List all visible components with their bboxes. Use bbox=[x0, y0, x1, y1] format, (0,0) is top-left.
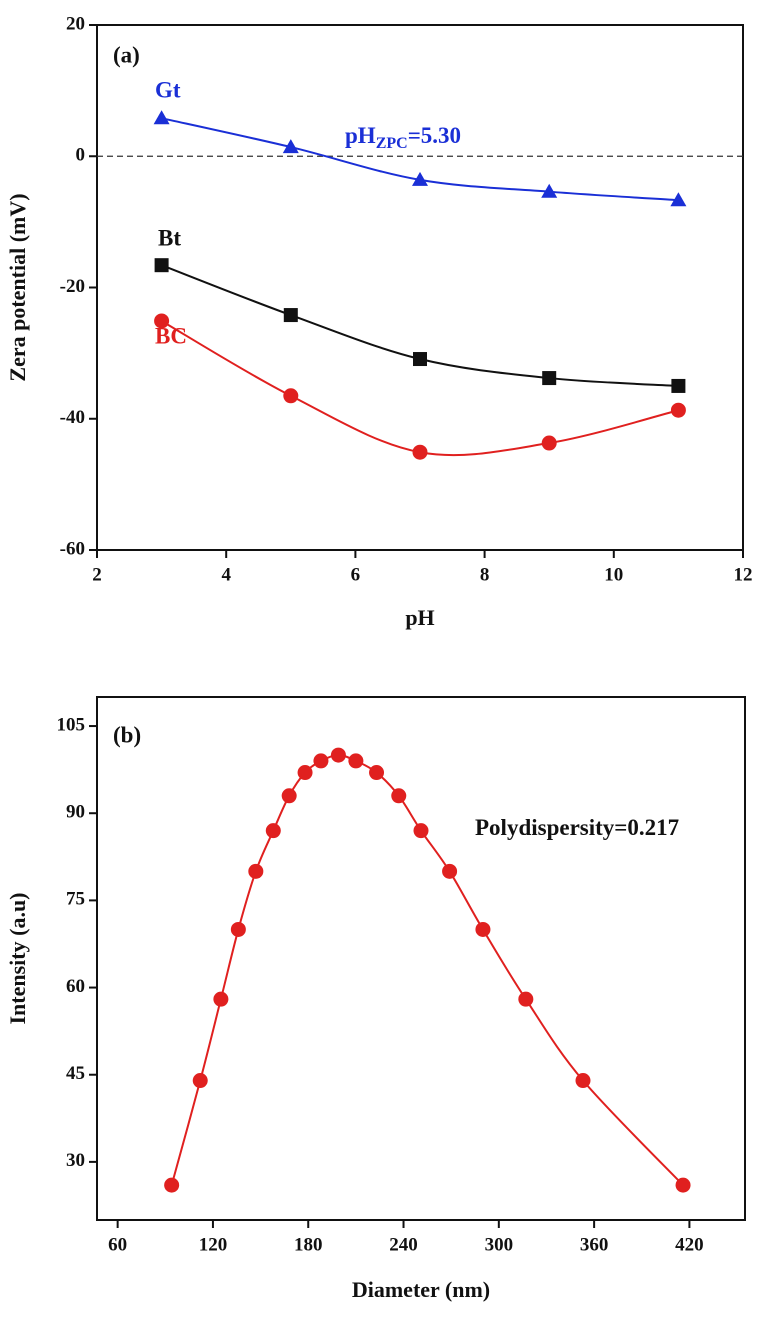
annotation-part: pH bbox=[345, 123, 376, 148]
x-axis-label: pH bbox=[405, 605, 434, 630]
y-tick-label: 60 bbox=[66, 976, 85, 997]
marker-circle bbox=[265, 823, 281, 839]
marker-circle bbox=[297, 765, 313, 781]
marker-square bbox=[413, 352, 427, 367]
x-tick-label: 420 bbox=[675, 1234, 704, 1255]
marker-square bbox=[283, 308, 298, 323]
y-tick-label: -40 bbox=[60, 407, 85, 428]
marker-circle bbox=[230, 921, 246, 937]
y-tick-label: 90 bbox=[66, 802, 85, 823]
plot-frame bbox=[96, 696, 746, 1221]
marker-square bbox=[542, 371, 557, 386]
marker-circle bbox=[313, 753, 329, 769]
annotation-part: =5.30 bbox=[408, 123, 461, 148]
marker-circle bbox=[283, 388, 299, 404]
panel-label: (a) bbox=[113, 42, 140, 67]
y-tick-label: 105 bbox=[57, 714, 86, 735]
marker-triangle bbox=[541, 183, 558, 198]
marker-circle bbox=[391, 788, 407, 804]
y-tick-label: 45 bbox=[66, 1063, 85, 1084]
y-tick-label: -60 bbox=[60, 538, 85, 559]
marker-square bbox=[671, 378, 686, 393]
marker-circle bbox=[575, 1073, 591, 1089]
marker-circle bbox=[475, 921, 491, 937]
x-tick-label: 240 bbox=[389, 1234, 418, 1255]
marker-circle bbox=[675, 1177, 691, 1193]
annotation-part: ZPC bbox=[376, 135, 408, 152]
marker-circle bbox=[413, 823, 429, 839]
x-tick-label: 120 bbox=[199, 1234, 228, 1255]
marker-triangle bbox=[670, 192, 687, 207]
panel-label: (b) bbox=[113, 722, 141, 747]
x-tick-label: 180 bbox=[294, 1234, 323, 1255]
marker-circle bbox=[281, 788, 297, 804]
x-tick-label: 10 bbox=[604, 564, 623, 585]
series-label: Gt bbox=[155, 77, 181, 102]
annotation-part: Polydispersity=0.217 bbox=[475, 815, 679, 840]
annotation: Polydispersity=0.217 bbox=[475, 815, 679, 840]
marker-circle bbox=[213, 991, 229, 1007]
x-tick-label: 360 bbox=[580, 1234, 609, 1255]
y-tick-label: 20 bbox=[66, 13, 85, 34]
panel: 60 120 180 240 300 360 420 30 45 60 75 90 105 Diamete… bbox=[5, 696, 746, 1302]
marker-circle bbox=[369, 765, 385, 781]
x-tick-label: 8 bbox=[480, 564, 490, 585]
marker-circle bbox=[164, 1177, 180, 1193]
plot-frame bbox=[96, 24, 744, 551]
panel: 2 4 6 8 10 12 -60 -40 -20 0 20 pH Zera potential (mV… bbox=[5, 13, 752, 630]
y-axis-label: Zera potential (mV) bbox=[5, 193, 30, 381]
marker-square bbox=[154, 258, 169, 273]
y-tick-label: 0 bbox=[76, 145, 86, 166]
marker-circle bbox=[541, 435, 557, 451]
annotation: pHZPC=5.30 bbox=[345, 123, 461, 151]
marker-circle bbox=[330, 747, 346, 763]
marker-circle bbox=[442, 863, 458, 879]
series-line bbox=[161, 320, 679, 457]
marker-circle bbox=[412, 444, 428, 460]
x-tick-label: 300 bbox=[485, 1234, 514, 1255]
marker-circle bbox=[192, 1073, 208, 1089]
y-tick-label: 75 bbox=[66, 889, 85, 910]
x-tick-label: 12 bbox=[734, 564, 753, 585]
series-label: Bt bbox=[158, 225, 181, 250]
x-tick-label: 60 bbox=[108, 1234, 127, 1255]
marker-circle bbox=[154, 313, 170, 329]
y-axis-label: Intensity (a.u) bbox=[5, 892, 30, 1024]
x-axis-label: Diameter (nm) bbox=[352, 1277, 490, 1302]
x-tick-label: 2 bbox=[92, 564, 102, 585]
x-tick-label: 4 bbox=[221, 564, 231, 585]
x-tick-label: 6 bbox=[351, 564, 361, 585]
marker-circle bbox=[248, 863, 264, 879]
marker-triangle bbox=[282, 139, 299, 154]
marker-triangle bbox=[412, 171, 428, 186]
y-tick-label: 30 bbox=[66, 1150, 85, 1171]
marker-circle bbox=[670, 402, 686, 418]
marker-triangle bbox=[153, 110, 170, 125]
marker-circle bbox=[518, 991, 534, 1007]
y-tick-label: -20 bbox=[60, 276, 85, 297]
marker-circle bbox=[348, 753, 364, 769]
